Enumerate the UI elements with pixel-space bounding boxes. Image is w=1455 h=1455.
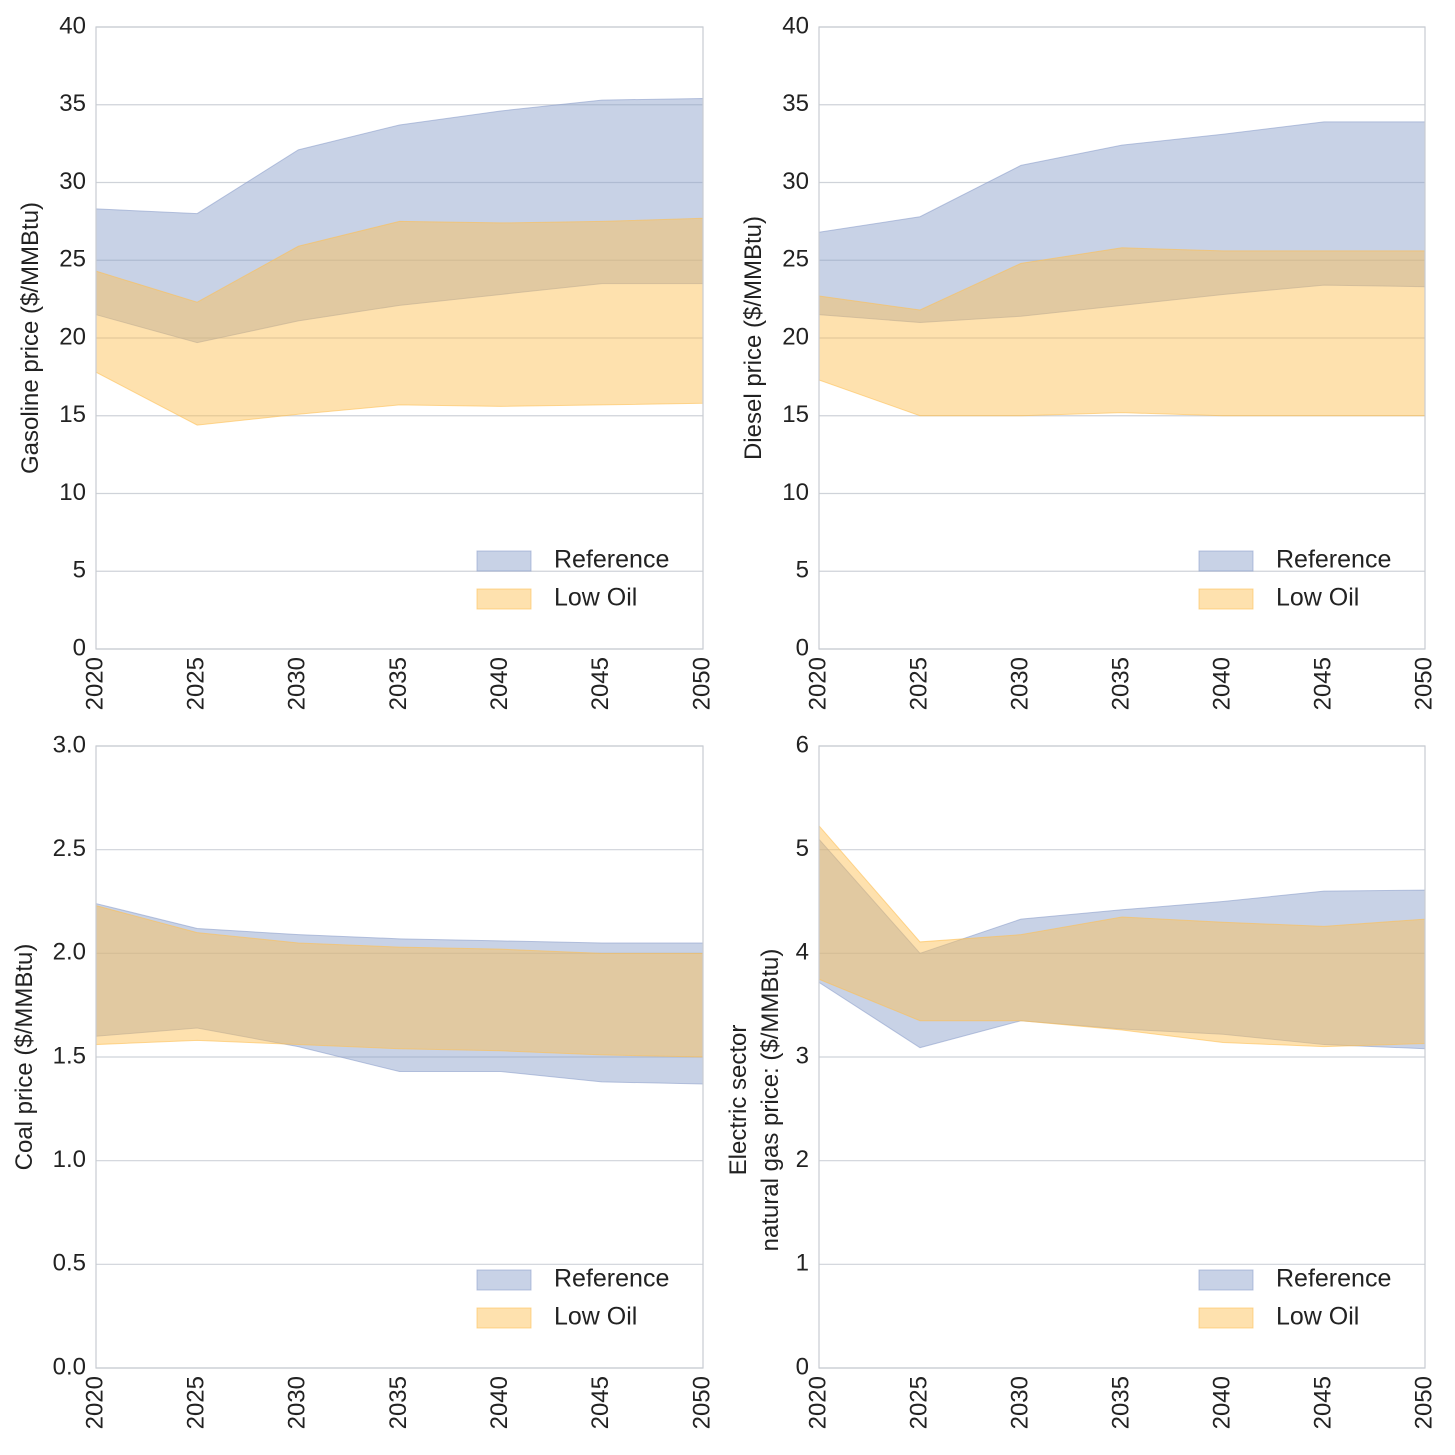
plot-frame	[818, 745, 1426, 1369]
y-tick-label: 25	[782, 246, 809, 273]
low-oil-legend-swatch	[476, 1307, 532, 1329]
plot-frame	[818, 26, 1426, 650]
plot-frame	[95, 26, 704, 650]
low-oil-legend-swatch	[1198, 588, 1254, 610]
x-tick-label: 2045	[587, 657, 614, 710]
legend-label: Low Oil	[554, 1303, 637, 1331]
reference-legend-swatch	[1198, 550, 1254, 572]
x-tick-label: 2020	[804, 657, 831, 710]
y-axis-label: Gasoline price ($/MMBtu)	[17, 202, 44, 474]
x-tick-label: 2050	[688, 1376, 715, 1429]
y-tick-label: 0.5	[53, 1250, 86, 1277]
y-tick-label: 30	[59, 168, 86, 195]
y-tick-label: 20	[782, 323, 809, 350]
legend-label: Low Oil	[1276, 584, 1359, 612]
low-oil-band	[818, 824, 1426, 1048]
x-tick-label: 2030	[1006, 1376, 1033, 1429]
x-tick-label: 2045	[1309, 657, 1336, 710]
y-tick-label: 6	[796, 731, 809, 758]
x-tick-label: 2040	[1208, 1376, 1235, 1429]
panel-natural-gas: 0 1 2 3 4 5 6 2020 2025 2030 2035 2040 2045 2050 Elect…	[725, 731, 1437, 1429]
legend-label: Low Oil	[1276, 1303, 1359, 1331]
x-tick-label: 2025	[905, 657, 932, 710]
y-tick-label: 35	[782, 90, 809, 117]
x-tick-label: 2050	[1410, 657, 1437, 710]
y-tick-label: 2.0	[53, 939, 86, 966]
low-oil-legend-swatch	[1198, 1307, 1254, 1329]
y-tick-label: 10	[782, 479, 809, 506]
panel-coal: 0.0 0.5 1.0 1.5 2.0 2.5 3.0 2020 2025 2030 2035 204…	[11, 731, 715, 1429]
x-tick-label: 2035	[1107, 657, 1134, 710]
legend-label: Low Oil	[554, 584, 637, 612]
y-tick-label: 5	[73, 557, 86, 584]
x-tick-label: 2020	[81, 1376, 108, 1429]
y-tick-label: 25	[59, 246, 86, 273]
y-tick-label: 20	[59, 323, 86, 350]
y-axis-label: Electric sector natural gas price: ($/MMB…	[725, 949, 784, 1252]
reference-legend-swatch	[476, 550, 532, 572]
y-tick-label: 0.0	[53, 1353, 86, 1380]
y-tick-label: 40	[782, 12, 809, 39]
legend-label: Reference	[554, 546, 669, 574]
x-tick-label: 2030	[284, 657, 311, 710]
x-tick-label: 2045	[587, 1376, 614, 1429]
y-tick-label: 1	[796, 1250, 809, 1277]
x-tick-label: 2040	[486, 1376, 513, 1429]
y-tick-label: 1.0	[53, 1146, 86, 1173]
y-axis-label: Diesel price ($/MMBtu)	[740, 216, 767, 460]
legend-label: Reference	[554, 1265, 669, 1293]
y-tick-label: 15	[782, 401, 809, 428]
x-tick-label: 2035	[1107, 1376, 1134, 1429]
x-tick-label: 2045	[1309, 1376, 1336, 1429]
reference-legend-swatch	[476, 1269, 532, 1291]
y-tick-label: 3.0	[53, 731, 86, 758]
x-tick-label: 2050	[688, 657, 715, 710]
x-tick-label: 2040	[486, 657, 513, 710]
y-tick-label: 15	[59, 401, 86, 428]
x-tick-label: 2035	[385, 657, 412, 710]
y-tick-label: 0	[73, 634, 86, 661]
x-tick-label: 2025	[183, 657, 210, 710]
y-tick-label: 0	[796, 1353, 809, 1380]
legend-label: Reference	[1276, 1265, 1391, 1293]
x-tick-label: 2020	[804, 1376, 831, 1429]
y-tick-label: 4	[796, 939, 809, 966]
reference-legend-swatch	[1198, 1269, 1254, 1291]
x-tick-label: 2025	[183, 1376, 210, 1429]
legend-label: Reference	[1276, 546, 1391, 574]
low-oil-legend-swatch	[476, 588, 532, 610]
y-tick-label: 2	[796, 1146, 809, 1173]
y-tick-label: 3	[796, 1042, 809, 1069]
y-tick-label: 0	[796, 634, 809, 661]
x-tick-label: 2020	[81, 657, 108, 710]
y-tick-label: 5	[796, 835, 809, 862]
x-tick-label: 2035	[385, 1376, 412, 1429]
y-tick-label: 10	[59, 479, 86, 506]
y-tick-label: 40	[59, 12, 86, 39]
y-tick-label: 1.5	[53, 1042, 86, 1069]
y-tick-label: 30	[782, 168, 809, 195]
y-tick-label: 35	[59, 90, 86, 117]
x-tick-label: 2050	[1410, 1376, 1437, 1429]
x-tick-label: 2040	[1208, 657, 1235, 710]
plot-frame	[95, 745, 704, 1369]
x-tick-label: 2030	[1006, 657, 1033, 710]
y-tick-label: 2.5	[53, 835, 86, 862]
x-tick-label: 2030	[284, 1376, 311, 1429]
x-tick-label: 2025	[905, 1376, 932, 1429]
y-tick-label: 5	[796, 557, 809, 584]
y-axis-label: Coal price ($/MMBtu)	[11, 944, 38, 1171]
